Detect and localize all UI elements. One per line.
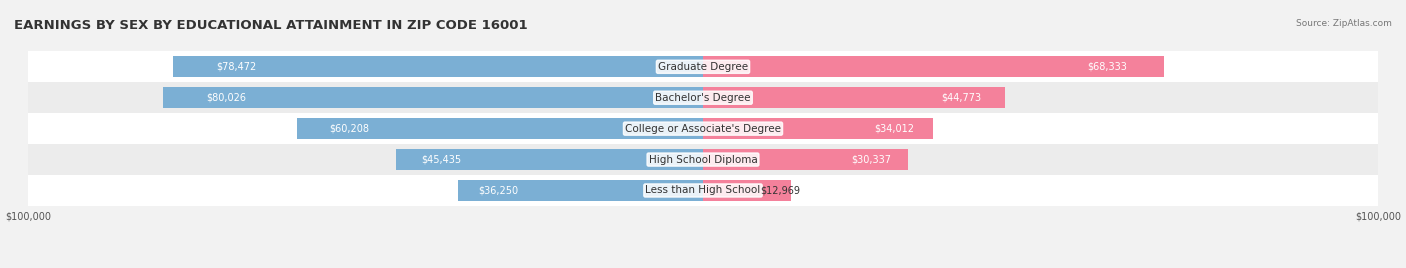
Text: Graduate Degree: Graduate Degree [658,62,748,72]
Bar [703,118,932,139]
Bar [703,149,908,170]
Text: $80,026: $80,026 [207,93,246,103]
Text: $68,333: $68,333 [1087,62,1128,72]
Bar [173,56,703,77]
Text: Bachelor's Degree: Bachelor's Degree [655,93,751,103]
Bar [28,144,1378,175]
Text: $30,337: $30,337 [852,155,891,165]
Bar [28,51,1378,82]
Text: High School Diploma: High School Diploma [648,155,758,165]
Text: $78,472: $78,472 [215,62,256,72]
Text: Less than High School: Less than High School [645,185,761,195]
Bar [703,56,1164,77]
Bar [28,113,1378,144]
Bar [703,87,1005,108]
Bar [28,175,1378,206]
Text: $44,773: $44,773 [941,93,981,103]
Bar [703,180,790,201]
Bar [297,118,703,139]
Text: $45,435: $45,435 [420,155,461,165]
Text: $12,969: $12,969 [761,185,800,195]
Bar [458,180,703,201]
Text: $34,012: $34,012 [875,124,914,134]
Text: Source: ZipAtlas.com: Source: ZipAtlas.com [1296,19,1392,28]
Text: College or Associate's Degree: College or Associate's Degree [626,124,780,134]
Text: $60,208: $60,208 [329,124,370,134]
Text: EARNINGS BY SEX BY EDUCATIONAL ATTAINMENT IN ZIP CODE 16001: EARNINGS BY SEX BY EDUCATIONAL ATTAINMEN… [14,19,527,32]
Bar [396,149,703,170]
Text: $36,250: $36,250 [478,185,517,195]
Bar [163,87,703,108]
Bar [28,82,1378,113]
